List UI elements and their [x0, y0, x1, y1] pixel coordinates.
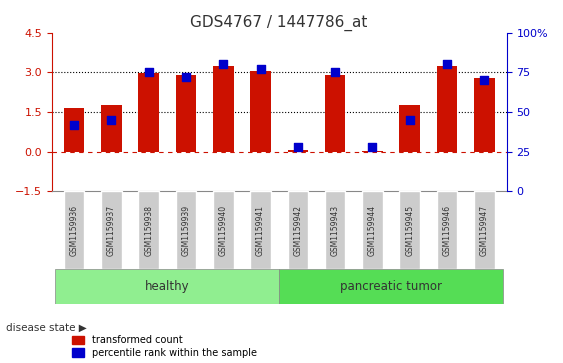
Point [443, 61, 452, 67]
Bar [213, 66, 234, 152]
Title: GDS4767 / 1447786_at: GDS4767 / 1447786_at [190, 15, 368, 31]
FancyBboxPatch shape [251, 191, 271, 269]
Text: GSM1159947: GSM1159947 [480, 205, 489, 256]
Point [70, 122, 79, 128]
Point [480, 77, 489, 83]
Text: GSM1159939: GSM1159939 [181, 205, 190, 256]
FancyBboxPatch shape [55, 269, 279, 305]
Bar [288, 150, 308, 152]
FancyBboxPatch shape [176, 191, 196, 269]
FancyBboxPatch shape [101, 191, 122, 269]
Text: GSM1159936: GSM1159936 [70, 205, 79, 256]
Bar [437, 66, 457, 152]
Bar [176, 76, 196, 152]
Point [368, 144, 377, 150]
Point [219, 61, 228, 67]
FancyBboxPatch shape [138, 191, 159, 269]
FancyBboxPatch shape [279, 269, 503, 305]
Text: healthy: healthy [145, 280, 190, 293]
Bar [474, 78, 494, 152]
Bar [64, 108, 84, 152]
Text: GSM1159944: GSM1159944 [368, 205, 377, 256]
Bar [325, 76, 345, 152]
Text: GSM1159942: GSM1159942 [293, 205, 302, 256]
Point [144, 69, 153, 75]
Point [405, 117, 414, 123]
FancyBboxPatch shape [213, 191, 234, 269]
FancyBboxPatch shape [474, 191, 494, 269]
Text: GSM1159943: GSM1159943 [330, 205, 339, 256]
Text: GSM1159946: GSM1159946 [443, 205, 452, 256]
Bar [251, 72, 271, 152]
FancyBboxPatch shape [325, 191, 345, 269]
FancyBboxPatch shape [437, 191, 457, 269]
Bar [101, 105, 122, 152]
Text: disease state ▶: disease state ▶ [6, 322, 86, 333]
FancyBboxPatch shape [64, 191, 84, 269]
Point [181, 74, 190, 80]
Text: pancreatic tumor: pancreatic tumor [340, 280, 442, 293]
FancyBboxPatch shape [399, 191, 420, 269]
Text: GSM1159938: GSM1159938 [144, 205, 153, 256]
Point [107, 117, 116, 123]
Bar [138, 73, 159, 152]
Point [256, 66, 265, 72]
Legend: transformed count, percentile rank within the sample: transformed count, percentile rank withi… [73, 335, 257, 358]
Text: GSM1159937: GSM1159937 [107, 205, 116, 256]
Point [330, 69, 339, 75]
FancyBboxPatch shape [288, 191, 308, 269]
Text: GSM1159941: GSM1159941 [256, 205, 265, 256]
Text: GSM1159940: GSM1159940 [219, 205, 228, 256]
Bar [399, 105, 420, 152]
Point [293, 144, 302, 150]
Bar [362, 151, 383, 152]
FancyBboxPatch shape [362, 191, 383, 269]
Text: GSM1159945: GSM1159945 [405, 205, 414, 256]
